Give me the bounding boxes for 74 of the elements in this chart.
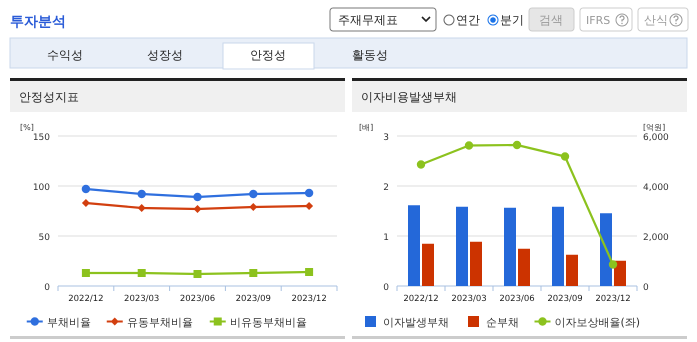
legend-label: 유동부채비율 [126,316,193,329]
x-tick-label: 2022/12 [403,294,439,304]
point [305,268,314,276]
point [82,199,90,207]
point [304,188,314,198]
text: IFRS [586,14,610,27]
x-tick-label: 2023/03 [124,294,160,304]
bar [422,244,434,286]
point [138,269,146,277]
x-tick-label: 2023/09 [236,294,271,304]
y2-tick-label: 4,000 [643,183,670,193]
text: 투자분석 [10,14,66,30]
y-tick-label: 100 [32,183,50,193]
point [249,190,258,198]
legend-label: 비유동부채비율 [230,316,307,329]
x-tick-label: 2023/09 [547,294,583,304]
point [608,260,618,269]
text: 주재무제표 [338,13,398,27]
point [82,269,90,277]
text: 활동성 [352,48,388,62]
bar [518,248,530,286]
legend-label: 이자보상배율(좌) [554,316,640,329]
y2-tick-label: 0 [643,283,649,293]
x-tick-label: 2023/12 [595,294,631,304]
point [464,141,474,150]
chart-title: 이자비용발생부채 [361,90,457,104]
y-axis-title: [배] [359,123,374,132]
point [194,270,202,278]
bar [600,213,612,286]
y2-tick-label: 2,000 [643,233,670,243]
y-tick-label: 0 [44,283,50,293]
y-tick-label: 50 [38,233,50,243]
point [193,192,202,202]
point [138,190,146,198]
text: 안정성 [250,48,286,62]
bar [566,254,578,286]
text: 성장성 [147,48,183,62]
text: 수익성 [47,48,83,62]
chart-title: 안정성지표 [19,90,79,104]
x-tick-label: 2023/06 [499,294,535,304]
x-tick-label: 2022/12 [68,294,104,304]
bar [408,205,420,286]
point [416,160,426,169]
y-tick-label: 150 [32,133,50,143]
text: 분기 [500,13,524,27]
point [82,184,90,194]
legend-label: 순부채 [486,316,519,329]
bar [552,206,564,286]
point [138,204,146,212]
x-tick-label: 2023/06 [180,294,216,304]
point [560,152,570,161]
bar [504,208,516,286]
y2-axis-title: [억원] [643,123,666,132]
legend-label: 부채비율 [46,316,91,329]
y2-tick-label: 6,000 [643,133,670,143]
point [249,203,258,211]
y-tick-label: 2 [383,183,389,193]
point [305,202,314,210]
x-tick-label: 2023/03 [451,294,487,304]
text: 검색 [539,13,563,27]
point [249,269,258,277]
y-axis-title: [%] [20,123,34,132]
text: 산식 [644,13,668,27]
point [512,140,522,150]
legend-label: 이자발생부채 [383,316,449,329]
text: 연간 [456,13,480,27]
point [194,205,202,213]
y-tick-label: 3 [383,133,389,143]
y-tick-label: 1 [383,233,389,243]
bar [456,206,468,286]
bar [470,242,482,286]
y-tick-label: 0 [383,283,390,293]
bar [614,260,626,286]
x-tick-label: 2023/12 [291,294,327,304]
